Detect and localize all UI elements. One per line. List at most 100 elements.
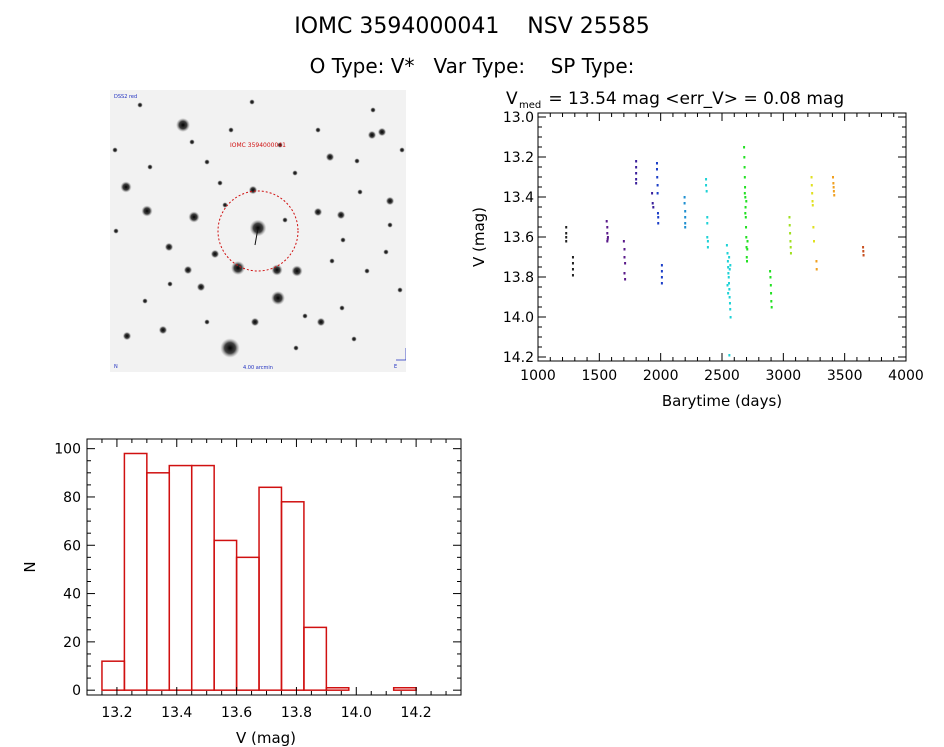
lc-data-point: [571, 262, 574, 265]
lc-data-point: [812, 226, 815, 229]
lc-data-point: [622, 240, 625, 243]
finder-star: [196, 282, 206, 292]
finder-scale-label: 4.00 arcmin: [243, 365, 273, 371]
finder-star: [188, 211, 200, 223]
finder-star: [217, 180, 223, 186]
light-curve-title: V med = 13.54 mag <err_V> = 0.08 mag: [506, 89, 844, 111]
hist-xtick-label: 13.6: [221, 705, 252, 721]
lc-data-point: [606, 226, 609, 229]
finder-star: [228, 127, 234, 133]
lc-data-point: [705, 190, 708, 193]
lc-data-point: [684, 210, 687, 213]
finder-star: [271, 291, 285, 305]
lc-data-point: [571, 268, 574, 271]
finder-star: [164, 242, 174, 252]
lc-data-point: [565, 236, 568, 239]
lc-ytick-label: 13.8: [503, 270, 534, 286]
lc-data-point: [726, 252, 729, 255]
lc-data-point: [683, 202, 686, 205]
lc-data-point: [811, 200, 814, 203]
hist-bar: [146, 472, 171, 691]
finder-star: [249, 99, 255, 105]
lc-data-point: [832, 176, 835, 179]
lc-data-point: [744, 216, 747, 219]
hist-xtick-label: 13.2: [101, 705, 132, 721]
hist-plot-frame: [86, 438, 462, 696]
hist-bar: [168, 464, 193, 691]
lc-data-point: [706, 216, 709, 219]
hist-xtick-label: 13.4: [161, 705, 192, 721]
lc-data-point: [660, 276, 663, 279]
lc-data-point: [744, 186, 747, 189]
lc-data-point: [635, 172, 638, 175]
light-curve-chart: V med = 13.54 mag <err_V> = 0.08 mag 100…: [470, 89, 924, 410]
finder-star: [325, 152, 335, 162]
lc-data-point: [684, 226, 687, 229]
lc-data-point: [745, 256, 748, 259]
lc-data-point: [606, 232, 609, 235]
lc-data-point: [789, 240, 792, 243]
lc-data-point: [728, 288, 731, 291]
finder-star: [313, 207, 323, 217]
finder-star: [399, 147, 405, 153]
lc-plot-frame: [537, 112, 907, 362]
lc-data-point: [743, 176, 746, 179]
hist-ytick-label: 80: [63, 490, 81, 506]
finder-star: [167, 281, 173, 287]
lc-data-point: [832, 182, 835, 185]
hist-bar: [235, 556, 260, 691]
lc-data-point: [744, 206, 747, 209]
lc-data-point: [683, 196, 686, 199]
lc-data-point: [705, 184, 708, 187]
lc-data-point: [725, 244, 728, 247]
lc-data-point: [726, 284, 729, 287]
finder-star: [367, 130, 377, 140]
lc-data-point: [769, 276, 772, 279]
lc-ylabel: V (mag): [470, 207, 488, 267]
lc-data-point: [624, 278, 627, 281]
lc-xtick-label: 3500: [827, 368, 863, 384]
chart-title-line2: O Type: V* Var Type: SP Type:: [309, 54, 635, 78]
finder-star: [370, 107, 376, 113]
lc-data-point: [745, 226, 748, 229]
finder-star: [248, 185, 258, 195]
hist-bar: [101, 660, 126, 691]
lc-data-point: [744, 196, 747, 199]
lc-data-point: [605, 220, 608, 223]
lc-xtick-label: 2500: [704, 368, 740, 384]
finder-star: [316, 317, 326, 327]
finder-star: [222, 202, 228, 208]
lc-data-point: [810, 176, 813, 179]
chart-title-line1: IOMC 3594000041 NSV 25585: [294, 14, 650, 39]
lc-data-point: [728, 302, 731, 305]
lc-data-point: [788, 224, 791, 227]
lc-data-point: [729, 316, 732, 319]
lc-ytick-label: 13.0: [503, 110, 534, 126]
lc-data-point: [635, 160, 638, 163]
lc-data-point: [606, 238, 609, 241]
lc-data-point: [815, 260, 818, 263]
finder-star: [354, 158, 360, 164]
hist-bar: [190, 464, 215, 691]
lc-data-point: [746, 260, 749, 263]
finder-star: [271, 264, 283, 276]
finder-star: [120, 181, 132, 193]
finder-star: [147, 164, 153, 170]
lc-data-point: [635, 182, 638, 185]
lc-data-point: [635, 178, 638, 181]
lc-data-point: [769, 284, 772, 287]
finder-star: [113, 228, 119, 234]
lc-xtick-label: 2000: [643, 368, 679, 384]
finder-star: [204, 159, 210, 165]
lc-data-point: [727, 272, 730, 275]
lc-data-point: [655, 168, 658, 171]
lc-data-point: [811, 192, 814, 195]
finder-star: [364, 268, 370, 274]
lc-data-point: [815, 268, 818, 271]
lc-data-point: [623, 248, 626, 251]
finder-star: [293, 345, 299, 351]
lc-data-point: [743, 156, 746, 159]
lc-data-point: [565, 232, 568, 235]
lc-data-point: [728, 268, 731, 271]
lc-data-point: [726, 260, 729, 263]
